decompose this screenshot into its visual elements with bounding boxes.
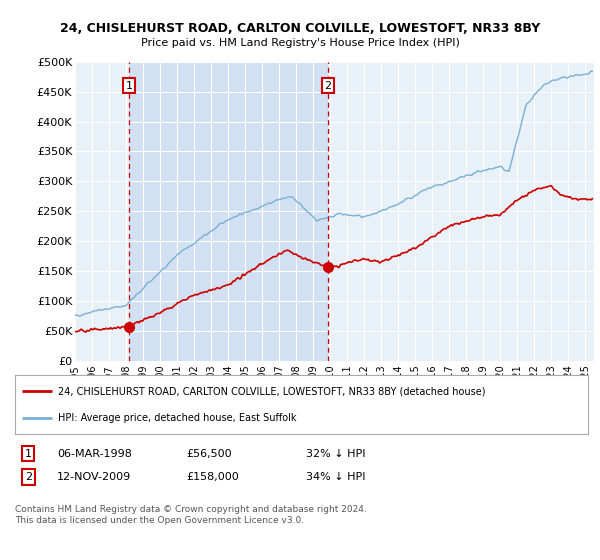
Text: 1: 1 (125, 81, 133, 91)
Text: Contains HM Land Registry data © Crown copyright and database right 2024.
This d: Contains HM Land Registry data © Crown c… (15, 505, 367, 525)
Text: 34% ↓ HPI: 34% ↓ HPI (306, 472, 365, 482)
Text: £56,500: £56,500 (186, 449, 232, 459)
Text: 06-MAR-1998: 06-MAR-1998 (57, 449, 132, 459)
Text: Price paid vs. HM Land Registry's House Price Index (HPI): Price paid vs. HM Land Registry's House … (140, 38, 460, 48)
Text: 24, CHISLEHURST ROAD, CARLTON COLVILLE, LOWESTOFT, NR33 8BY (detached house): 24, CHISLEHURST ROAD, CARLTON COLVILLE, … (58, 386, 485, 396)
Text: 1: 1 (25, 449, 32, 459)
Text: £158,000: £158,000 (186, 472, 239, 482)
Text: 2: 2 (325, 81, 332, 91)
Text: 12-NOV-2009: 12-NOV-2009 (57, 472, 131, 482)
Text: 32% ↓ HPI: 32% ↓ HPI (306, 449, 365, 459)
Bar (129, 62, 328, 361)
Text: HPI: Average price, detached house, East Suffolk: HPI: Average price, detached house, East… (58, 413, 296, 423)
Text: 24, CHISLEHURST ROAD, CARLTON COLVILLE, LOWESTOFT, NR33 8BY: 24, CHISLEHURST ROAD, CARLTON COLVILLE, … (60, 22, 540, 35)
Text: 2: 2 (25, 472, 32, 482)
